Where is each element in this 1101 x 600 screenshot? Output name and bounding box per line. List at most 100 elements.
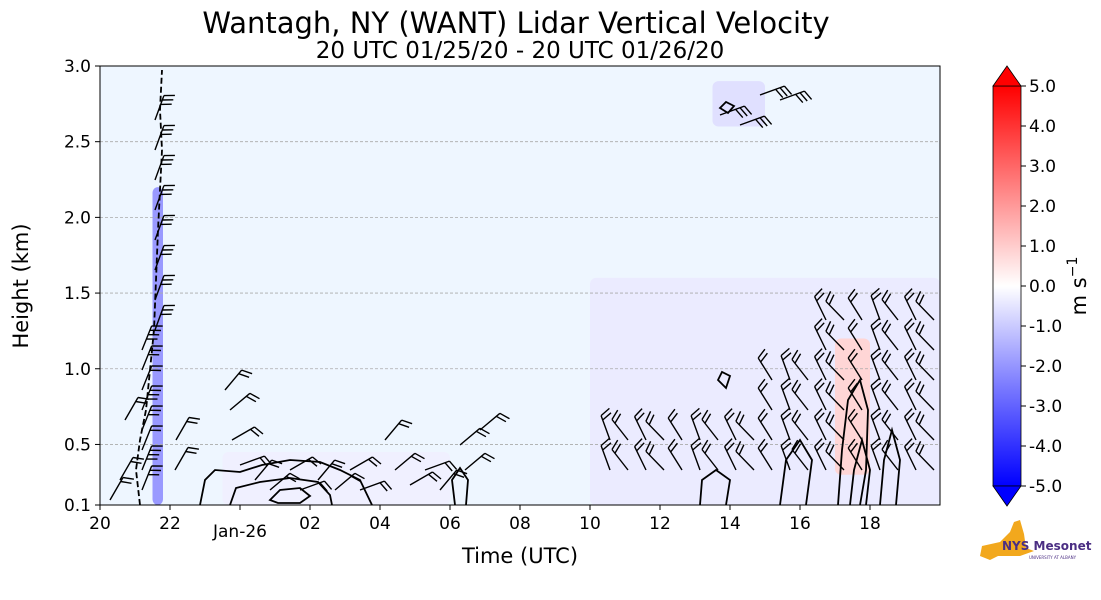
- x-tick-label: 08: [509, 514, 531, 534]
- wind-barb: [903, 348, 917, 381]
- wind-barb: [334, 472, 365, 491]
- wind-barbs: [109, 85, 935, 501]
- wind-barb: [825, 381, 845, 411]
- colorbar-tick-label: -1.0: [1029, 317, 1062, 337]
- y-tick-label: 2.0: [64, 208, 91, 228]
- wind-barb: [847, 288, 863, 321]
- wind-barb: [645, 411, 665, 441]
- wind-barb: [791, 379, 809, 411]
- wind-barb: [847, 378, 863, 411]
- colorbar-tick-label: 0.0: [1029, 277, 1056, 297]
- wind-barb: [757, 408, 773, 441]
- wind-barb: [600, 407, 612, 441]
- wind-barb: [881, 289, 899, 321]
- colorbar-tick-label: -3.0: [1029, 397, 1062, 417]
- wind-barb: [915, 381, 935, 411]
- wind-barb: [870, 317, 882, 351]
- wind-barb: [735, 411, 755, 441]
- wind-barb: [141, 385, 163, 411]
- wind-barb: [141, 445, 163, 471]
- wind-barb: [881, 349, 899, 381]
- wind-barb: [154, 214, 175, 241]
- contour-line: [718, 100, 736, 115]
- wind-barb: [915, 351, 935, 381]
- y-tick-label: 3.0: [64, 57, 91, 77]
- wind-barb: [903, 438, 917, 471]
- wind-barb: [881, 379, 899, 411]
- y-tick-label: 0.5: [64, 435, 91, 455]
- x-tick-label: 20: [89, 514, 111, 534]
- wind-barb: [881, 319, 899, 351]
- wind-barb: [813, 378, 827, 411]
- y-tick-label: 0.1: [64, 496, 91, 516]
- wind-barb: [903, 378, 917, 411]
- contour-line: [879, 426, 901, 505]
- wind-barb: [667, 438, 683, 471]
- wind-barb: [915, 291, 935, 321]
- colorbar-tick-label: 5.0: [1029, 77, 1056, 97]
- wind-barb: [915, 411, 935, 441]
- wind-barb: [735, 441, 755, 471]
- wind-barb: [633, 408, 647, 441]
- x-tick-label: Jan-26: [212, 522, 267, 542]
- plot-area: [99, 65, 941, 506]
- wind-barb: [611, 439, 629, 471]
- wind-barb: [690, 407, 702, 441]
- wind-barb: [611, 409, 629, 441]
- wind-barb: [124, 396, 150, 421]
- colorbar-unit: m s: [1067, 277, 1091, 315]
- wind-barb: [813, 288, 827, 321]
- y-tick-label: 1.5: [64, 284, 91, 304]
- x-tick-label: 04: [369, 514, 391, 534]
- wind-barb: [780, 407, 792, 441]
- contour-line: [135, 69, 163, 505]
- wind-barb: [645, 441, 665, 471]
- wind-barb: [757, 438, 773, 471]
- wind-barb: [813, 348, 827, 381]
- wind-barb: [870, 347, 882, 381]
- wind-barb: [141, 345, 163, 371]
- wind-barb: [289, 456, 322, 471]
- wind-barb: [154, 274, 175, 301]
- y-tick-label: 2.5: [64, 133, 91, 153]
- wind-barb: [424, 460, 458, 472]
- wind-barb: [847, 438, 863, 471]
- new-york-state-shape: [980, 520, 1034, 560]
- wind-barb: [299, 480, 333, 492]
- wind-barb: [154, 94, 175, 121]
- wind-barb: [690, 437, 702, 471]
- wind-barb: [175, 416, 201, 441]
- contour-line: [699, 468, 731, 505]
- wind-barb: [409, 471, 442, 486]
- wind-barb: [870, 407, 882, 441]
- wind-barb: [825, 351, 845, 381]
- wind-barb: [779, 90, 813, 104]
- wind-barb: [701, 439, 719, 471]
- y-tick-label: 1.0: [64, 360, 91, 380]
- wind-barb: [154, 124, 175, 151]
- contour-line: [199, 459, 373, 505]
- contour-line: [268, 487, 312, 504]
- wind-barb: [915, 441, 935, 471]
- chart-subtitle: 20 UTC 01/25/20 - 20 UTC 01/26/20: [316, 38, 725, 64]
- wind-barb: [825, 321, 845, 351]
- wind-barb: [757, 378, 773, 411]
- wind-barb: [757, 348, 773, 381]
- colorbar-unit-exponent: −1: [1065, 257, 1081, 278]
- wind-barb: [394, 452, 425, 471]
- velocity-region-upper-cloud-patch: [712, 81, 765, 127]
- wind-barb: [791, 349, 809, 381]
- wind-barb: [109, 476, 135, 501]
- chart-title: Wantagh, NY (WANT) Lidar Vertical Veloci…: [202, 6, 829, 40]
- colorbar-tick-label: 1.0: [1029, 237, 1056, 257]
- wind-barb: [464, 452, 495, 471]
- wind-barb: [154, 184, 175, 211]
- colorbar-tick-label: 3.0: [1029, 157, 1056, 177]
- velocity-region-boundary-layer-afternoon: [590, 277, 940, 505]
- wind-barb: [317, 459, 346, 481]
- nys-mesonet-logo: NYS Mesonet UNIVERSITY AT ALBANY: [980, 520, 1092, 560]
- wind-barb: [174, 446, 200, 471]
- x-tick-label: 06: [439, 514, 461, 534]
- wind-barb: [825, 441, 845, 471]
- wind-barb: [903, 408, 917, 441]
